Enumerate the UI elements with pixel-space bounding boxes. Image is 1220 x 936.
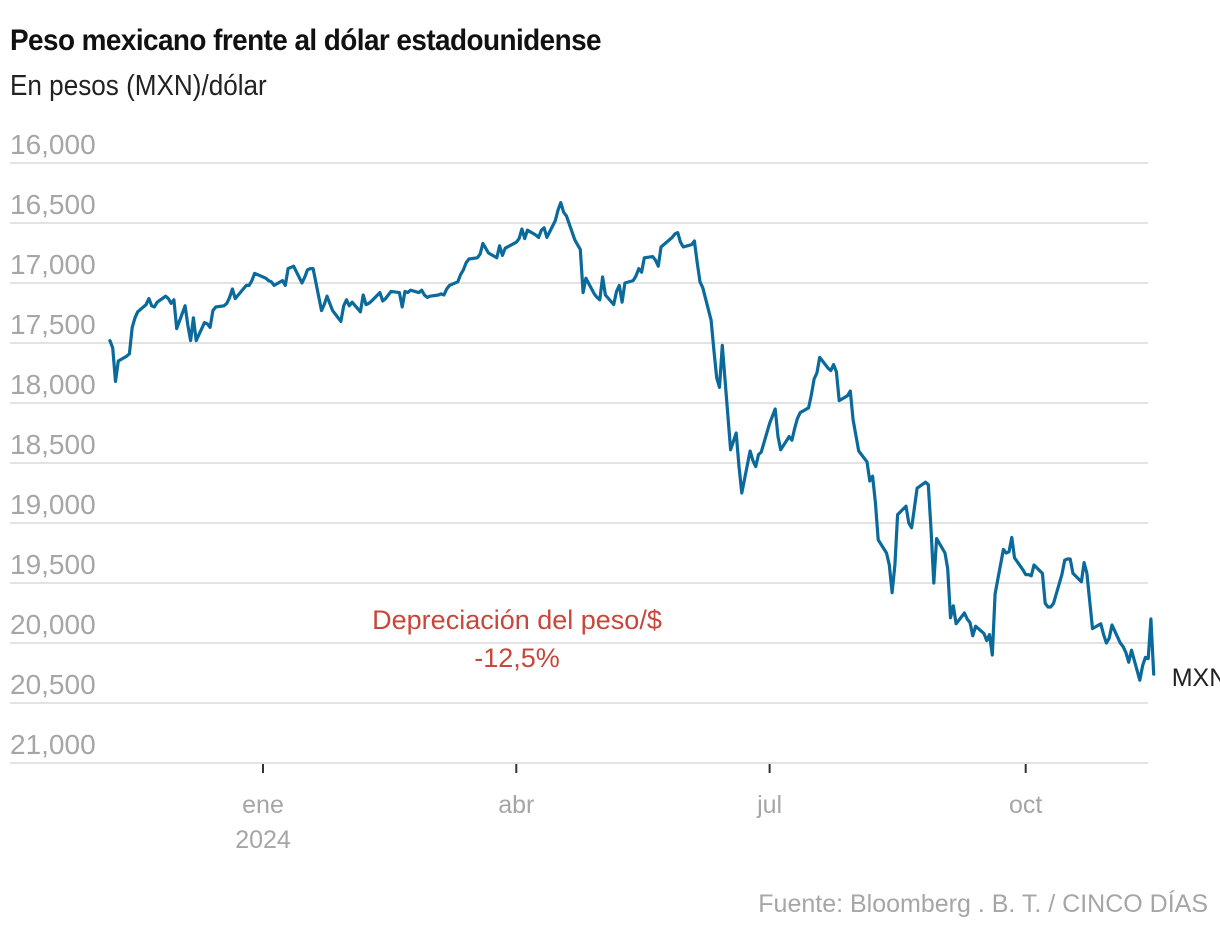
annotation-value: -12,5% [474, 643, 560, 673]
chart-title: Peso mexicano frente al dólar estadounid… [10, 24, 602, 57]
y-axis: 16,000 16,500 17,000 17,500 18,000 18,500 19,0… [10, 129, 96, 760]
source-note: Fuente: Bloomberg . B. T. / CINCO DÍAS [758, 890, 1208, 918]
y-tick-label: 17,000 [10, 249, 96, 280]
x-axis: ene 2024 abr jul oct [235, 764, 1042, 854]
x-tick-label: jul [756, 791, 782, 819]
y-tick-label: 17,500 [10, 309, 96, 340]
x-tick-label: abr [498, 791, 534, 819]
y-tick-label: 20,500 [10, 669, 96, 700]
y-tick-label: 18,000 [10, 369, 96, 400]
annotation-label: Depreciación del peso/$ [372, 605, 662, 635]
chart-subtitle: En pesos (MXN)/dólar [10, 70, 267, 102]
y-tick-label: 21,000 [10, 729, 96, 760]
x-tick-label: ene [242, 791, 284, 819]
y-tick-label: 20,000 [10, 609, 96, 640]
x-tick-sublabel: 2024 [235, 826, 291, 854]
series-line-mxn [108, 201, 1156, 682]
y-tick-label: 16,000 [10, 129, 96, 160]
x-tick-label: oct [1009, 791, 1042, 819]
series-group: MXN [108, 201, 1220, 692]
y-tick-label: 16,500 [10, 189, 96, 220]
series-label: MXN [1172, 664, 1220, 692]
annotation: Depreciación del peso/$ -12,5% [372, 605, 662, 673]
y-tick-label: 19,000 [10, 489, 96, 520]
gridlines [10, 162, 1148, 764]
y-tick-label: 18,500 [10, 429, 96, 460]
y-tick-label: 19,500 [10, 549, 96, 580]
